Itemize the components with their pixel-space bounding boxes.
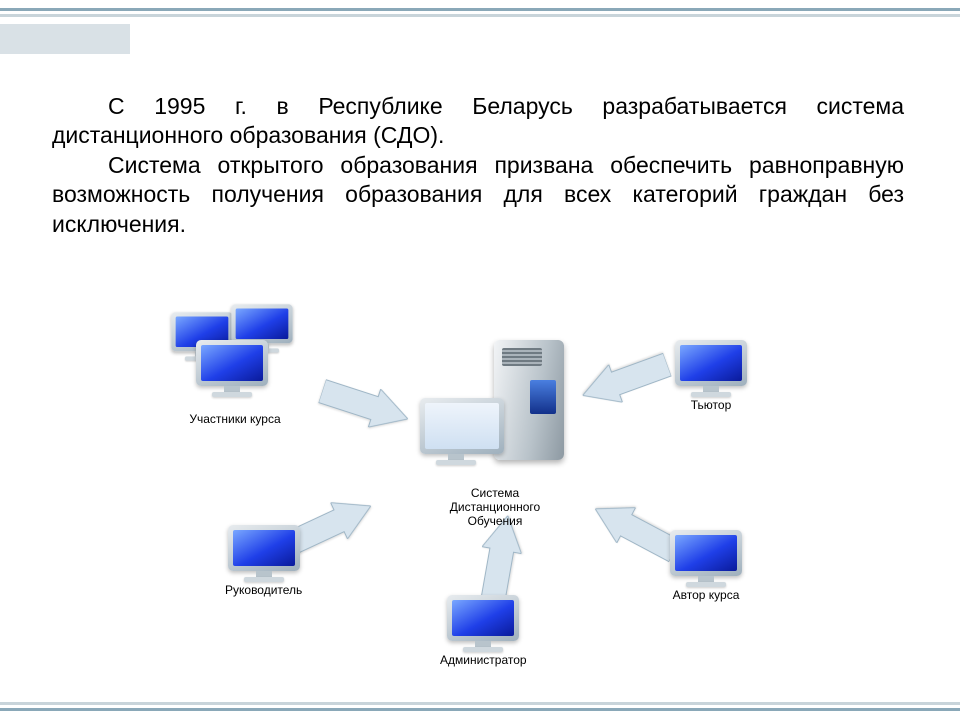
participants-label: Участники курса (160, 412, 310, 426)
center-label-3: Обучения (468, 514, 523, 528)
node-leader: Руководитель (225, 525, 302, 597)
monitor-icon (675, 340, 747, 396)
monitor-icon (670, 530, 742, 586)
server-icon (420, 340, 570, 490)
node-participants: Участники курса (160, 300, 310, 426)
node-author: Автор курса (670, 530, 742, 602)
node-center-server: Система Дистанционного Обучения (420, 340, 570, 528)
monitor-cluster-icon (160, 300, 310, 410)
node-admin: Администратор (440, 595, 527, 667)
top-border-rules (0, 8, 960, 20)
arrow-participants (316, 372, 414, 438)
arrow-tutor (576, 346, 674, 414)
monitor-icon (447, 595, 519, 651)
sdo-network-diagram: Система Дистанционного Обучения Участник… (170, 300, 810, 700)
body-text: С 1995 г. в Республике Беларусь разрабат… (52, 92, 904, 239)
paragraph-2: Система открытого образования призвана о… (52, 151, 904, 239)
tutor-label: Тьютор (675, 398, 747, 412)
monitor-icon (228, 525, 300, 581)
center-label-2: Дистанционного (450, 500, 540, 514)
node-tutor: Тьютор (675, 340, 747, 412)
admin-label: Администратор (440, 653, 527, 667)
paragraph-1: С 1995 г. в Республике Беларусь разрабат… (52, 92, 904, 151)
leader-label: Руководитель (225, 583, 302, 597)
author-label: Автор курса (670, 588, 742, 602)
header-accent-block (0, 24, 130, 54)
bottom-border-rules (0, 702, 960, 714)
